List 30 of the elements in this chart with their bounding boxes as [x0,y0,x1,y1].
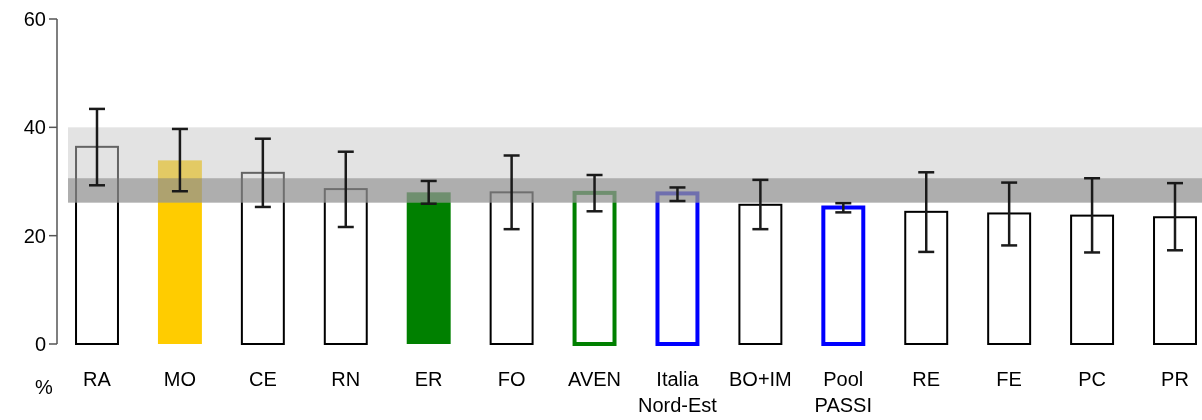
y-axis-title: % [35,376,54,398]
bar [157,160,202,344]
bar [240,171,285,345]
bar [738,203,783,345]
bar [1153,216,1197,345]
x-tick-label: CE [248,368,277,390]
x-tick-label: PC [1078,368,1106,390]
x-tick-label: ER [414,368,443,390]
x-tick-label: FE [996,368,1022,390]
bar [75,145,119,345]
bar [904,210,949,345]
x-tick-label: FO [497,368,526,390]
bar [323,188,368,345]
y-tick-label: 60 [23,8,46,30]
x-tick-label: RN [331,368,361,390]
y-tick-label: 20 [23,224,46,247]
bar [406,192,451,344]
y-tick-label: 40 [23,116,46,139]
x-tick-label: Pool PASSI [814,368,873,416]
bar [987,212,1032,345]
x-tick-label: RA [83,368,112,390]
x-tick-label: Italia Nord-Est [638,368,718,416]
x-tick-label: RE [912,368,941,390]
x-tick-label: PR [1161,368,1189,390]
x-tick-label: BO+IM [728,368,792,390]
y-tick-label: 0 [34,333,46,355]
bar [489,191,534,345]
bar [1070,214,1115,345]
x-tick-label: AVEN [568,368,622,390]
x-tick-label: MO [163,368,197,390]
